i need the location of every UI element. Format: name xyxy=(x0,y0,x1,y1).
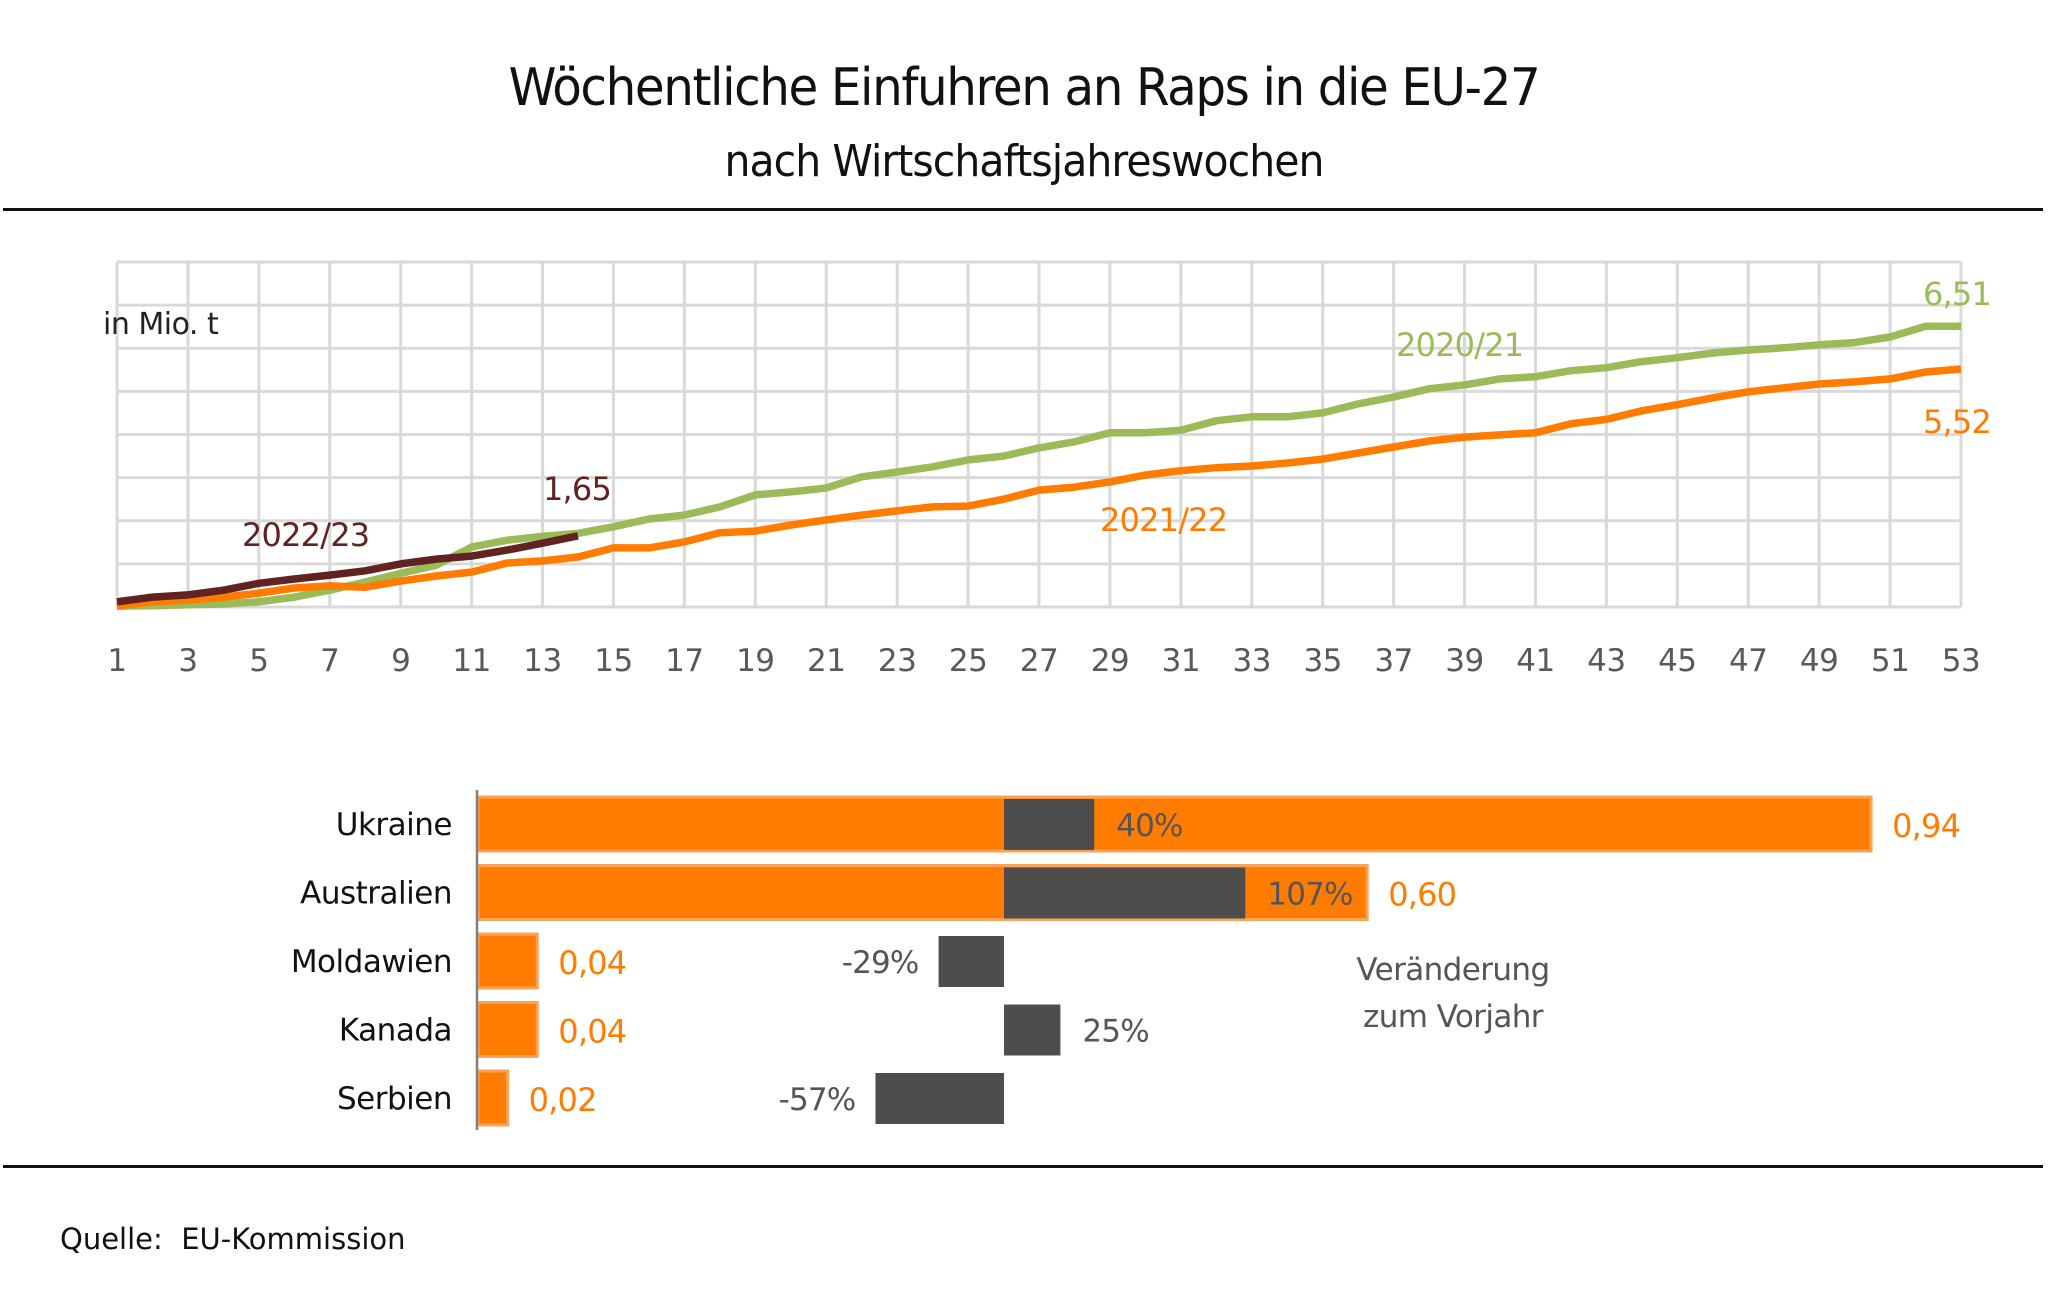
x-tick-label: 1 xyxy=(107,643,126,679)
x-tick-label: 15 xyxy=(594,643,632,679)
change-label: -29% xyxy=(842,945,919,981)
end-value-2021-22: 5,52 xyxy=(1923,403,1991,441)
end-value-2020-21: 6,51 xyxy=(1923,275,1991,313)
series-layer xyxy=(116,322,1962,610)
x-tick-label: 13 xyxy=(523,643,561,679)
series-label-2022-23: 2022/23 xyxy=(242,516,369,554)
x-tick-label: 31 xyxy=(1162,643,1200,679)
x-tick-label: 29 xyxy=(1091,643,1129,679)
change-annotation-line2: zum Vorjahr xyxy=(1363,999,1544,1035)
change-bar xyxy=(938,936,1004,987)
volume-label: 0,04 xyxy=(558,1013,626,1051)
chart-title: Wöchentliche Einfuhren an Raps in die EU… xyxy=(508,58,1541,118)
x-tick-label: 53 xyxy=(1942,643,1980,679)
x-tick-label: 27 xyxy=(1020,643,1058,679)
volume-label: 0,02 xyxy=(529,1081,597,1119)
category-label: Moldawien xyxy=(291,944,452,980)
series-line-2020-21 xyxy=(116,322,1961,610)
series-label-2020-21: 2020/21 xyxy=(1396,326,1523,364)
x-tick-label: 23 xyxy=(878,643,916,679)
change-bar xyxy=(875,1073,1004,1124)
x-tick-label: 35 xyxy=(1303,643,1341,679)
x-tick-label: 41 xyxy=(1516,643,1554,679)
bar-chart: Ukraine 40% 0,94 Australien 107% 0,60 Moldawie… xyxy=(291,790,1961,1130)
bar-row: Moldawien -29% 0,04 xyxy=(291,932,1004,990)
chart-subtitle: nach Wirtschaftsjahreswochen xyxy=(724,136,1325,187)
volume-label: 0,94 xyxy=(1892,807,1960,845)
x-tick-label: 5 xyxy=(249,643,268,679)
volume-bar xyxy=(476,1001,539,1058)
x-tick-label: 39 xyxy=(1445,643,1483,679)
bar-row: Serbien -57% 0,02 xyxy=(337,1069,1004,1127)
x-tick-label: 19 xyxy=(736,643,774,679)
x-tick-label: 3 xyxy=(178,643,197,679)
x-tick-label: 37 xyxy=(1374,643,1412,679)
x-tick-label: 21 xyxy=(807,643,845,679)
x-tick-labels: 1 3 5 7 9 11 13 15 17 19 21 23 25 27 29 31 33 35 37 39 41 43 4… xyxy=(107,643,1980,679)
series-line-2021-22 xyxy=(116,365,1962,610)
top-divider xyxy=(3,208,2043,211)
bars-layer: Ukraine 40% 0,94 Australien 107% 0,60 Moldawie… xyxy=(291,795,1961,1127)
x-tick-label: 17 xyxy=(665,643,703,679)
bottom-divider xyxy=(3,1165,2043,1168)
x-tick-label: 49 xyxy=(1800,643,1838,679)
x-tick-label: 9 xyxy=(391,643,410,679)
change-label: 107% xyxy=(1267,877,1352,913)
category-label: Kanada xyxy=(339,1013,452,1049)
change-bar xyxy=(1004,1004,1061,1056)
bar-row: Australien 107% 0,60 xyxy=(300,864,1457,921)
end-value-2022-23: 1,65 xyxy=(543,470,611,508)
bar-row: Ukraine 40% 0,94 xyxy=(336,795,1961,853)
line-chart: 1 3 5 7 9 11 13 15 17 19 21 23 25 27 29 31 33 35 37 39 41 43 4… xyxy=(103,260,1992,679)
x-tick-label: 25 xyxy=(949,643,987,679)
change-label: 40% xyxy=(1116,808,1183,844)
change-label: -57% xyxy=(779,1082,856,1118)
volume-label: 0,60 xyxy=(1388,876,1456,914)
x-tick-label: 11 xyxy=(452,643,490,679)
x-tick-label: 47 xyxy=(1729,643,1767,679)
x-tick-label: 7 xyxy=(320,643,339,679)
bar-row: Kanada 25% 0,04 xyxy=(339,1001,1150,1058)
series-label-2021-22: 2021/22 xyxy=(1100,501,1227,539)
series-line-2022-23 xyxy=(116,532,579,606)
grid xyxy=(115,260,1963,609)
volume-bar xyxy=(476,1069,510,1127)
change-annotation-line1: Veränderung xyxy=(1356,952,1549,988)
x-tick-label: 45 xyxy=(1658,643,1696,679)
x-tick-label: 51 xyxy=(1871,643,1909,679)
category-label: Australien xyxy=(300,876,452,912)
volume-bar xyxy=(476,932,539,990)
x-tick-label: 43 xyxy=(1587,643,1625,679)
source-note: Quelle: EU-Kommission xyxy=(60,1222,406,1256)
category-label: Serbien xyxy=(337,1081,452,1117)
volume-label: 0,04 xyxy=(558,944,626,982)
y-axis-label: in Mio. t xyxy=(103,307,219,342)
change-bar xyxy=(1004,799,1095,850)
change-label: 25% xyxy=(1082,1014,1149,1050)
category-label: Ukraine xyxy=(336,807,452,843)
change-bar xyxy=(1004,867,1246,919)
x-tick-label: 33 xyxy=(1233,643,1271,679)
